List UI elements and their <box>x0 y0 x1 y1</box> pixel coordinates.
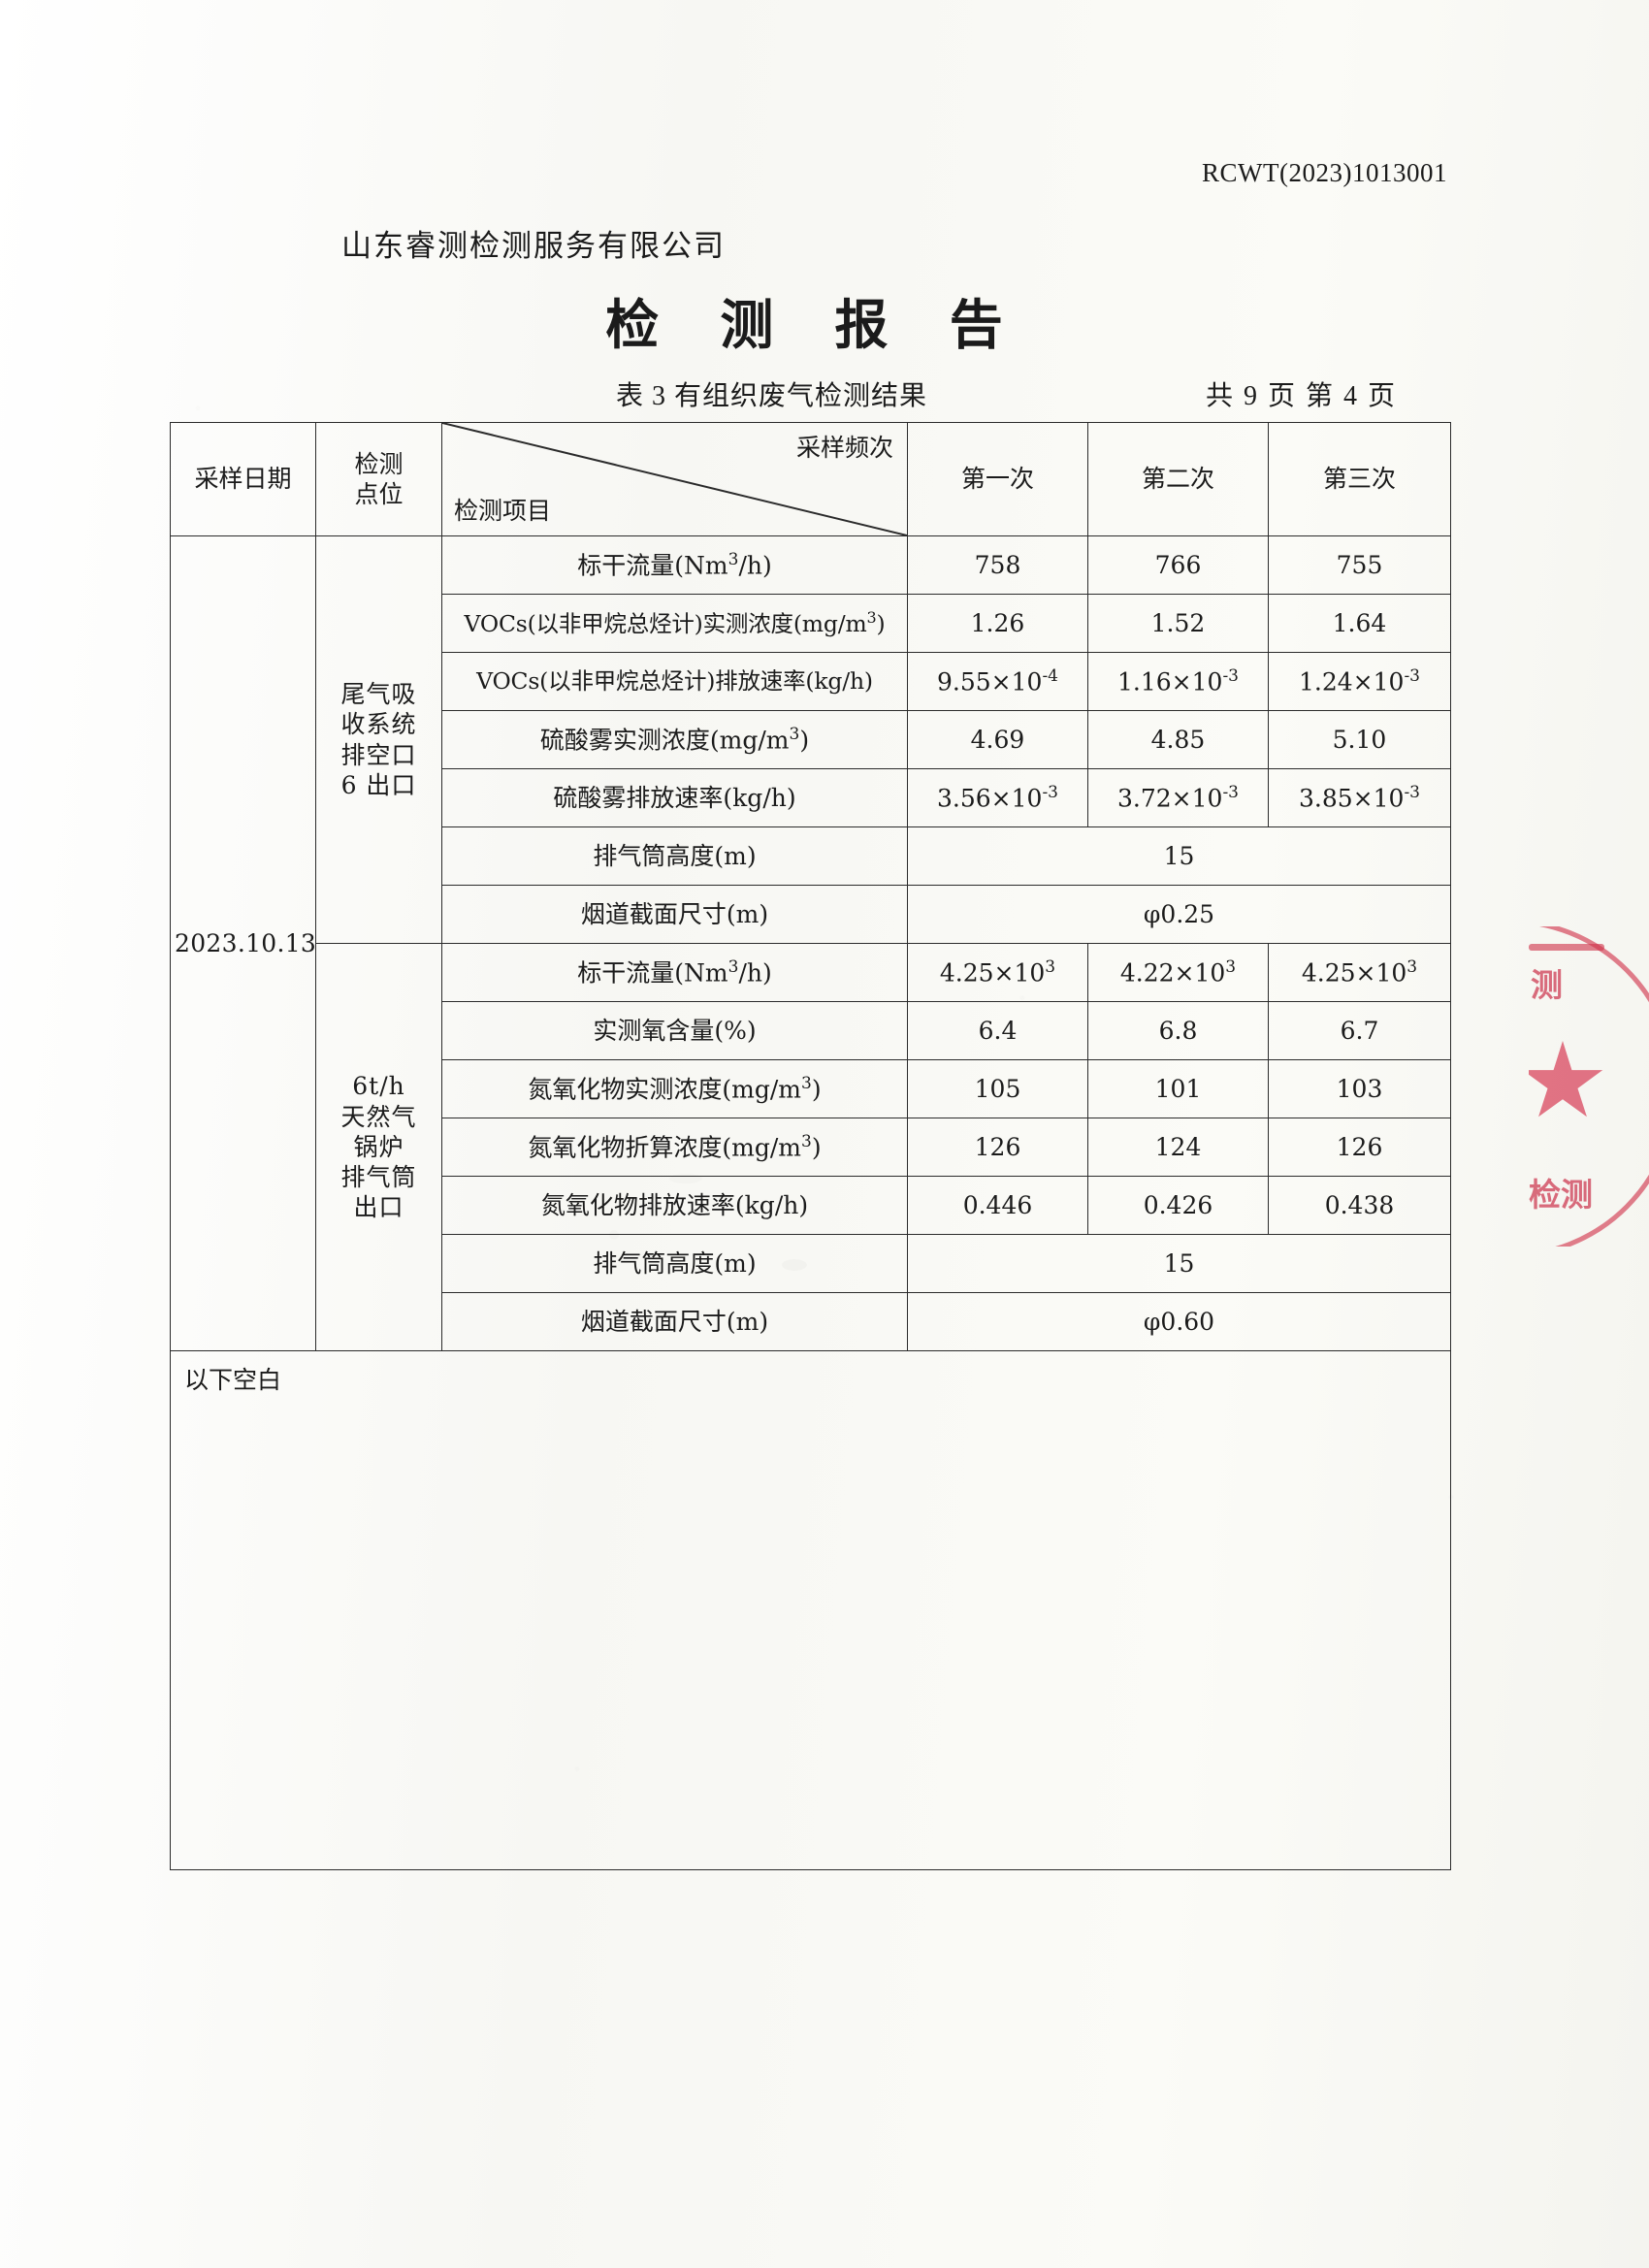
cell-value-3: 1.64 <box>1268 594 1451 653</box>
seal-text-bottom: 检测 <box>1529 1176 1593 1214</box>
cell-test-point-1: 尾气吸 收系统 排空口 6 出口 <box>315 535 442 944</box>
header-test-point: 检测 点位 <box>315 422 442 536</box>
cell-value-3: 126 <box>1268 1118 1451 1177</box>
table-row: 硫酸雾实测浓度(mg/m3) 4.69 4.85 5.10 <box>171 710 1451 769</box>
cell-value-3: 1.24×10-3 <box>1268 652 1451 711</box>
cell-test-item: 标干流量(Nm3/h) <box>441 535 908 595</box>
seal-bar <box>1529 944 1604 951</box>
cell-test-item: 实测氧含量(%) <box>441 1001 908 1060</box>
cell-test-item: 氮氧化物实测浓度(mg/m3) <box>441 1059 908 1118</box>
cell-value-2: 3.72×10-3 <box>1087 768 1269 827</box>
results-table: 采样日期 检测 点位 采样频次 检测项目 第一次 第二次 第三次 2023.10.13 尾气吸 收系… <box>170 422 1451 1870</box>
table-row: 硫酸雾排放速率(kg/h) 3.56×10-3 3.72×10-3 3.85×10-3 <box>171 768 1451 827</box>
company-name: 山东睿测检测服务有限公司 <box>341 229 726 264</box>
header-frequency-3: 第三次 <box>1268 422 1451 536</box>
seal-text-top: 测 <box>1531 966 1563 1004</box>
cell-merged-value: φ0.25 <box>907 885 1451 944</box>
header-test-item: 检测项目 <box>454 496 552 525</box>
seal-star-icon <box>1529 1041 1603 1118</box>
table-header-row: 采样日期 检测 点位 采样频次 检测项目 第一次 第二次 第三次 <box>170 422 1451 536</box>
cell-test-item: 烟道截面尺寸(m) <box>441 1292 908 1351</box>
table-row: 烟道截面尺寸(m) φ0.25 <box>171 885 1451 944</box>
cell-value-3: 3.85×10-3 <box>1268 768 1451 827</box>
header-frequency-1: 第一次 <box>907 422 1088 536</box>
cell-value-2: 1.16×10-3 <box>1087 652 1269 711</box>
header-item-frequency-split: 采样频次检测项目 <box>441 422 908 536</box>
cell-value-1: 126 <box>907 1118 1088 1177</box>
cell-value-2: 1.52 <box>1087 594 1269 653</box>
cell-merged-value: φ0.60 <box>907 1292 1451 1351</box>
caption-row: 表 3 有组织废气检测结果 共 9 页 第 4 页 <box>0 374 1649 417</box>
cell-test-item: 氮氧化物排放速率(kg/h) <box>441 1176 908 1235</box>
cell-value-3: 4.25×103 <box>1268 943 1451 1002</box>
cell-merged-value: 15 <box>907 1234 1451 1293</box>
cell-value-1: 0.446 <box>907 1176 1088 1235</box>
cell-merged-value: 15 <box>907 826 1451 886</box>
cell-value-1: 1.26 <box>907 594 1088 653</box>
cell-value-2: 124 <box>1087 1118 1269 1177</box>
cell-test-item: VOCs(以非甲烷总烃计)排放速率(kg/h) <box>441 652 908 711</box>
report-number: RCWT(2023)1013001 <box>1202 158 1447 187</box>
cell-value-2: 4.85 <box>1087 710 1269 769</box>
cell-value-3: 5.10 <box>1268 710 1451 769</box>
page-title: 检 测 报 告 <box>605 293 1024 356</box>
cell-value-2: 101 <box>1087 1059 1269 1118</box>
table-row: 排气筒高度(m) 15 <box>171 1234 1451 1293</box>
cell-test-item: 硫酸雾实测浓度(mg/m3) <box>441 710 908 769</box>
cell-test-item: 排气筒高度(m) <box>441 826 908 886</box>
cell-value-1: 6.4 <box>907 1001 1088 1060</box>
company-seal-stamp: 测 检测 <box>1529 926 1649 1247</box>
cell-test-item: 氮氧化物折算浓度(mg/m3) <box>441 1118 908 1177</box>
cell-value-1: 758 <box>907 535 1088 595</box>
table-row: 6t/h 天然气 锅炉 排气筒 出口 标干流量(Nm3/h) 4.25×103 4.22×10… <box>171 943 1451 1351</box>
cell-value-3: 0.438 <box>1268 1176 1451 1235</box>
cell-value-1: 4.25×103 <box>907 943 1088 1002</box>
cell-value-1: 4.69 <box>907 710 1088 769</box>
table-row: VOCs(以非甲烷总烃计)实测浓度(mg/m3) 1.26 1.52 1.64 <box>171 594 1451 653</box>
cell-sampling-date: 2023.10.13 <box>170 535 316 1351</box>
table-row: 氮氧化物折算浓度(mg/m3) 126 124 126 <box>171 1118 1451 1177</box>
cell-value-1: 9.55×10-4 <box>907 652 1088 711</box>
cell-test-item: 烟道截面尺寸(m) <box>441 885 908 944</box>
seal-ring <box>1529 926 1649 1247</box>
cell-value-2: 4.22×103 <box>1087 943 1269 1002</box>
cell-test-item: 标干流量(Nm3/h) <box>441 943 908 1002</box>
table-row: 氮氧化物排放速率(kg/h) 0.446 0.426 0.438 <box>171 1176 1451 1235</box>
cell-value-3: 6.7 <box>1268 1001 1451 1060</box>
blank-below-note: 以下空白 <box>170 1350 1451 1870</box>
cell-value-3: 755 <box>1268 535 1451 595</box>
cell-test-item: 排气筒高度(m) <box>441 1234 908 1293</box>
cell-value-3: 103 <box>1268 1059 1451 1118</box>
cell-test-point-2: 6t/h 天然气 锅炉 排气筒 出口 <box>315 943 442 1351</box>
cell-test-item: VOCs(以非甲烷总烃计)实测浓度(mg/m3) <box>441 594 908 653</box>
header-sampling-frequency: 采样频次 <box>795 434 893 462</box>
cell-value-2: 766 <box>1087 535 1269 595</box>
page-indicator: 共 9 页 第 4 页 <box>1206 381 1398 411</box>
diagonal-divider-icon <box>442 423 907 535</box>
table-row: 2023.10.13 尾气吸 收系统 排空口 6 出口 标干流量(Nm3/h) 758 766… <box>170 535 1451 1351</box>
cell-test-item: 硫酸雾排放速率(kg/h) <box>441 768 908 827</box>
header-frequency-2: 第二次 <box>1087 422 1269 536</box>
table-caption: 表 3 有组织废气检测结果 <box>616 381 928 411</box>
cell-value-2: 6.8 <box>1087 1001 1269 1060</box>
cell-value-2: 0.426 <box>1087 1176 1269 1235</box>
blank-note-row: 以下空白 <box>170 1350 1451 1870</box>
cell-value-1: 105 <box>907 1059 1088 1118</box>
cell-value-1: 3.56×10-3 <box>907 768 1088 827</box>
header-sampling-date: 采样日期 <box>170 422 316 536</box>
